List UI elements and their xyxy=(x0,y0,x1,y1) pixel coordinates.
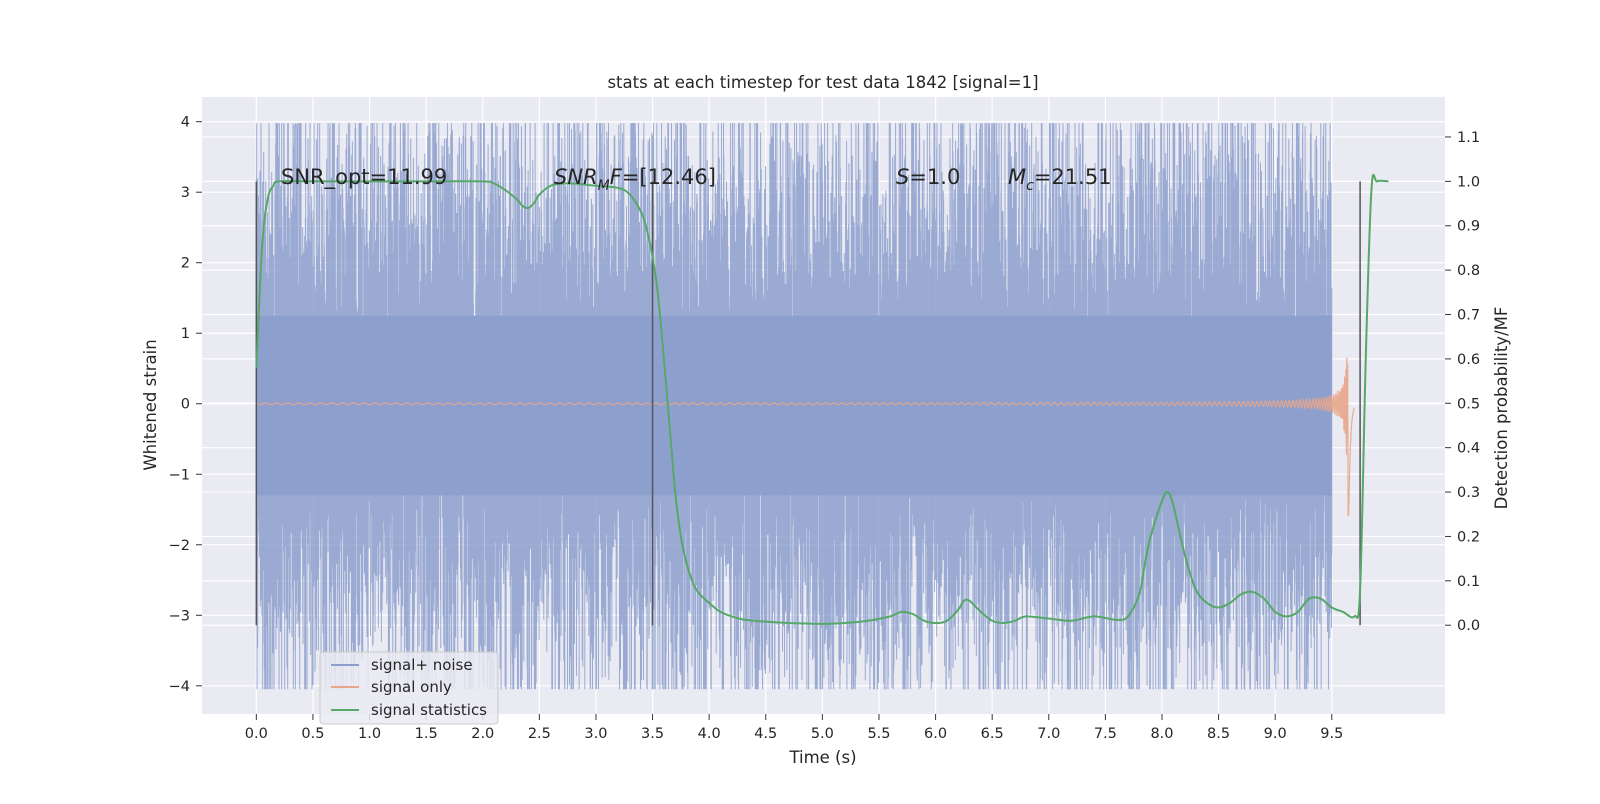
y-tick-label: 2 xyxy=(181,256,190,272)
x-tick-label: 2.0 xyxy=(471,726,494,742)
y-tick-label: −3 xyxy=(169,608,190,624)
y2-tick-label: 0.2 xyxy=(1457,529,1480,545)
y2-tick-label: 0.9 xyxy=(1457,219,1480,235)
x-tick-label: 4.5 xyxy=(754,726,777,742)
x-axis-label: Time (s) xyxy=(788,748,856,767)
noise-core-band xyxy=(256,315,1332,496)
legend: signal+ noise signal only signal statist… xyxy=(319,651,499,725)
annotation-snr-mf-sub: M xyxy=(598,178,610,194)
annotation-snr-mf: SNRMF=[12.46] xyxy=(554,165,716,194)
x-tick-label: 3.0 xyxy=(584,726,607,742)
annotations: SNR_opt=11.99 SNRMF=[12.46] S=1.0 Mc=21.… xyxy=(281,165,1112,194)
annotation-mc-prefix: M xyxy=(1008,165,1026,189)
y2-tick-label: 0.8 xyxy=(1457,263,1480,279)
x-tick-label: 7.5 xyxy=(1094,726,1117,742)
signal-chirp-line xyxy=(256,357,1356,516)
chart-title: stats at each timestep for test data 184… xyxy=(607,73,1038,92)
x-tick-label: 1.0 xyxy=(358,726,381,742)
series-signal-statistics-line xyxy=(255,173,1389,625)
x-tick-label: 5.0 xyxy=(811,726,834,742)
x-tick-label: 8.0 xyxy=(1150,726,1173,742)
y-tick-label: 4 xyxy=(181,115,190,131)
x-axis-ticks: 0.0 0.5 1.0 1.5 2.0 2.5 3.0 3.5 4.0 4.5 5.0 5.5 6.0 6… xyxy=(245,714,1343,742)
series-signal-only xyxy=(256,357,1356,516)
y2-tick-label: 0.5 xyxy=(1457,396,1480,412)
x-tick-label: 0.5 xyxy=(301,726,324,742)
y2-tick-label: 0.4 xyxy=(1457,441,1480,457)
y-tick-label: 0 xyxy=(181,397,190,413)
y2-tick-label: 1.0 xyxy=(1457,174,1480,190)
y2-axis-label: Detection probability/MF xyxy=(1492,307,1511,510)
y-tick-label: 1 xyxy=(181,326,190,342)
x-tick-label: 6.0 xyxy=(924,726,947,742)
annotation-snr-mf-value: =[12.46] xyxy=(622,165,716,189)
x-tick-label: 5.5 xyxy=(867,726,890,742)
x-tick-label: 6.5 xyxy=(981,726,1004,742)
x-tick-label: 3.5 xyxy=(641,726,664,742)
y-tick-label: 3 xyxy=(181,185,190,201)
annotation-mc: Mc=21.51 xyxy=(1008,165,1112,194)
legend-label-signal-noise: signal+ noise xyxy=(371,656,473,674)
annotation-snr-opt: SNR_opt=11.99 xyxy=(281,165,447,190)
annotation-s: S=1.0 xyxy=(896,165,960,189)
x-tick-label: 9.5 xyxy=(1320,726,1343,742)
annotation-s-prefix: S xyxy=(896,165,909,189)
annotation-snr-mf-suffix: F xyxy=(610,165,623,189)
legend-label-signal-statistics: signal statistics xyxy=(371,701,487,719)
y2-axis-ticks: 1.1 1.0 0.9 0.8 0.7 0.6 0.5 0.4 0.3 0.2 0.1 0.0 xyxy=(1445,130,1480,634)
annotation-snr-mf-prefix: SNR xyxy=(554,165,598,189)
x-tick-label: 0.0 xyxy=(245,726,268,742)
x-tick-label: 7.0 xyxy=(1037,726,1060,742)
y2-tick-label: 0.3 xyxy=(1457,485,1480,501)
x-tick-label: 1.5 xyxy=(415,726,438,742)
y2-tick-label: 0.0 xyxy=(1457,618,1480,634)
legend-label-signal-only: signal only xyxy=(371,678,452,696)
y-tick-label: −1 xyxy=(169,467,190,483)
x-tick-label: 9.0 xyxy=(1264,726,1287,742)
y2-tick-label: 1.1 xyxy=(1457,130,1480,146)
x-tick-label: 8.5 xyxy=(1207,726,1230,742)
y2-tick-label: 0.1 xyxy=(1457,574,1480,590)
y-tick-label: −4 xyxy=(169,679,190,695)
y-tick-label: −2 xyxy=(169,538,190,554)
legend-box xyxy=(319,651,499,725)
annotation-s-value: =1.0 xyxy=(909,165,960,189)
x-tick-label: 4.0 xyxy=(698,726,721,742)
y2-tick-label: 0.6 xyxy=(1457,352,1480,368)
annotation-mc-value: =21.51 xyxy=(1034,165,1112,189)
annotation-mc-sub: c xyxy=(1026,178,1034,194)
y-axis-label: Whitened strain xyxy=(141,339,160,470)
y2-tick-label: 0.7 xyxy=(1457,308,1480,324)
y-axis-ticks: 4 3 2 1 0 −1 −2 −3 −4 xyxy=(169,115,202,695)
x-tick-label: 2.5 xyxy=(528,726,551,742)
